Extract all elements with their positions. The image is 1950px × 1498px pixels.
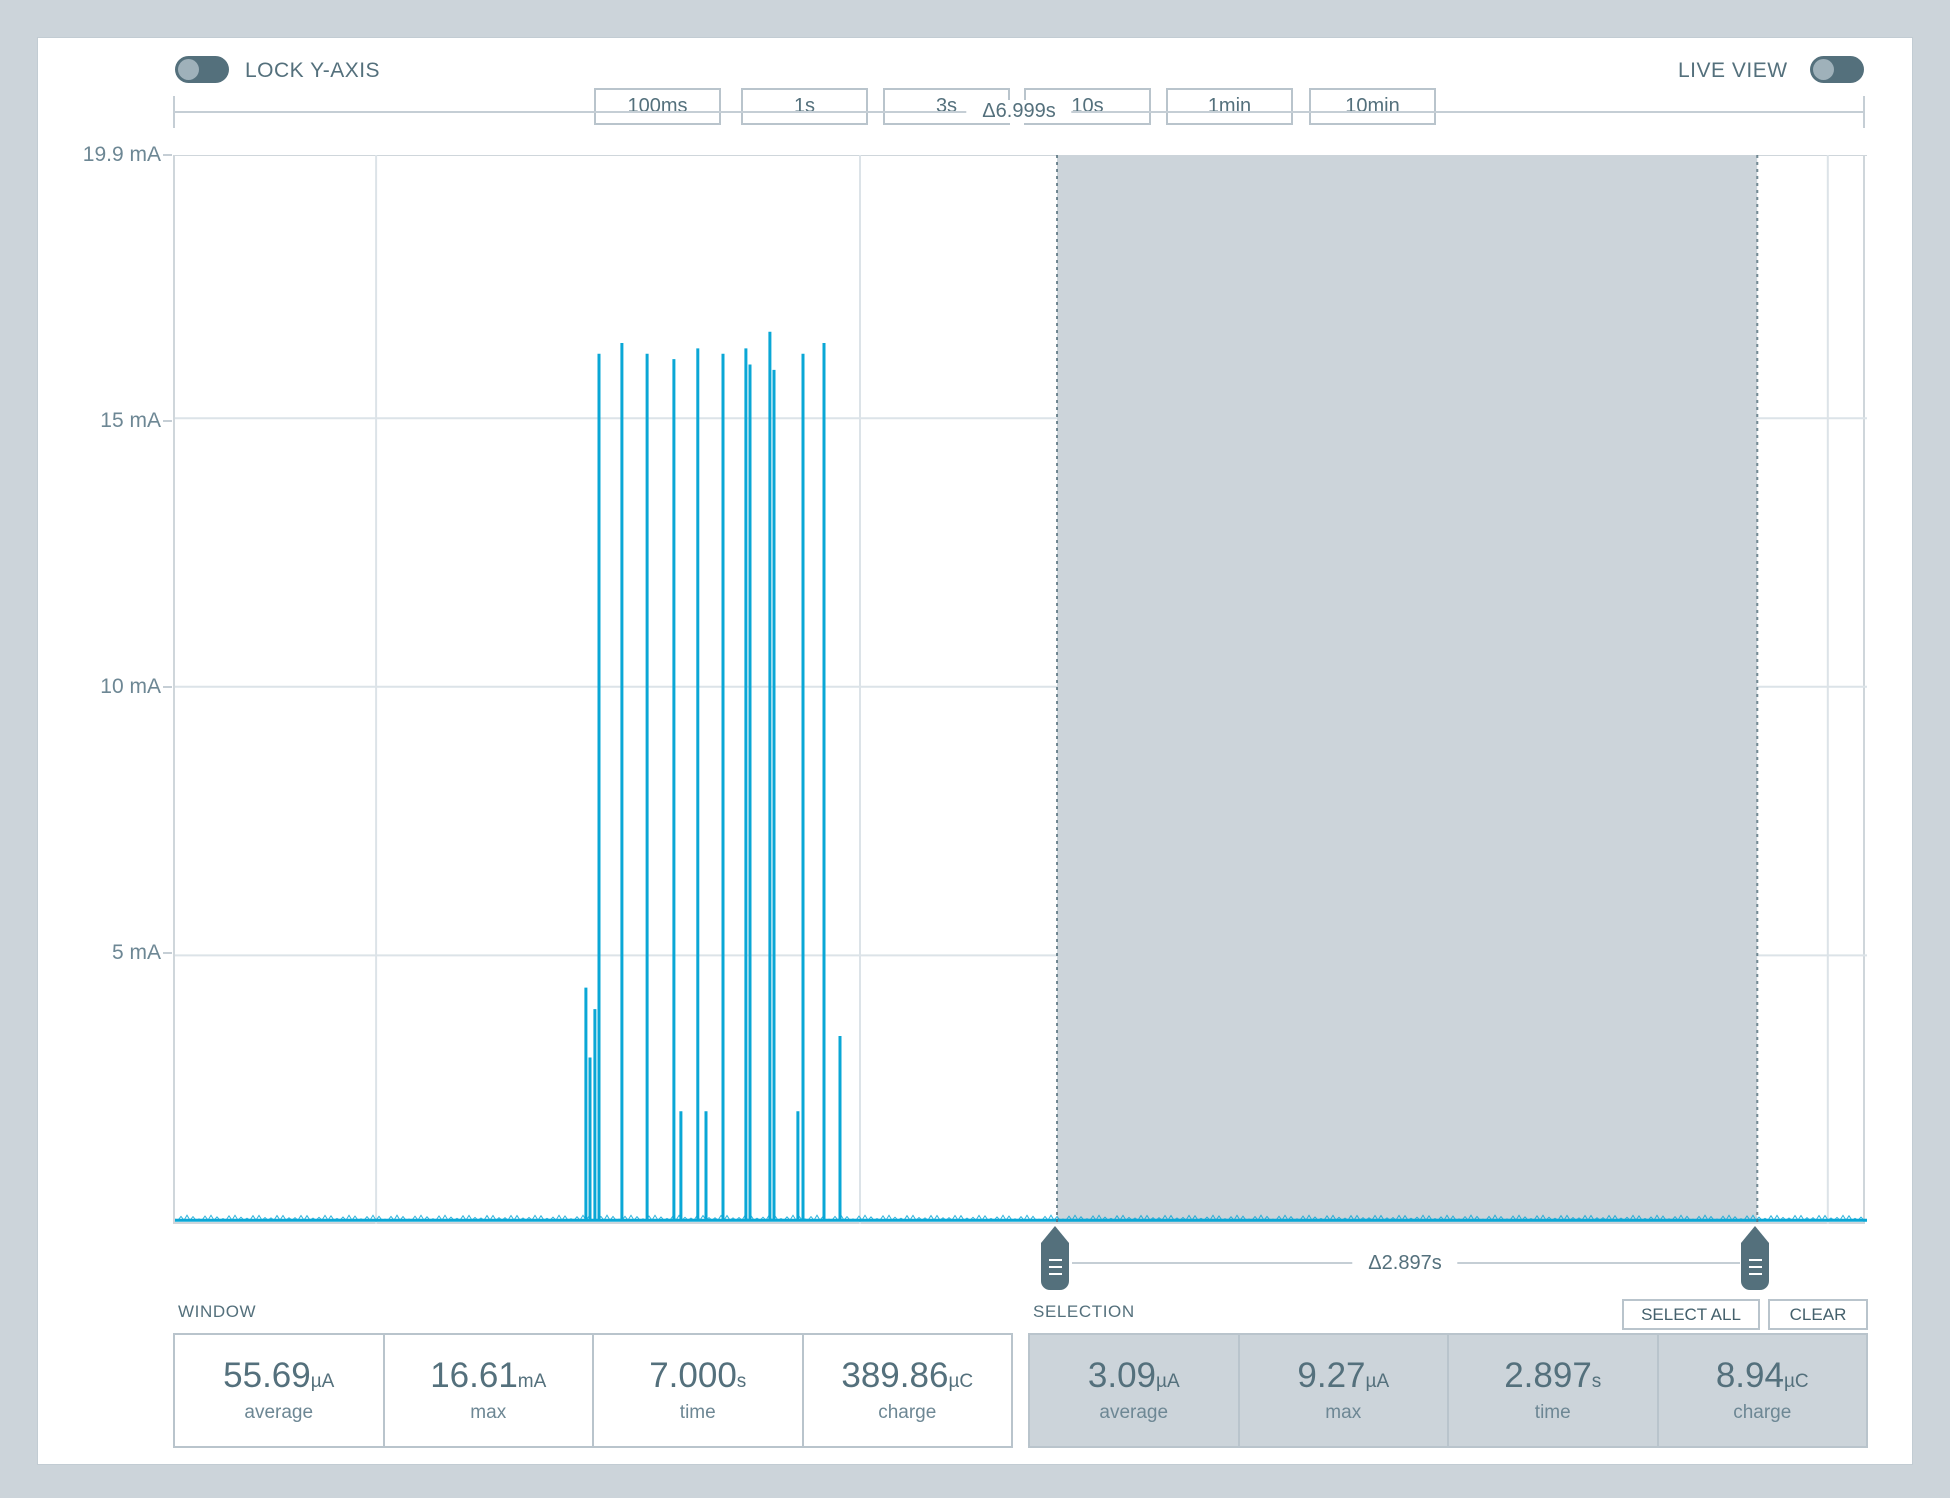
live-view-toggle[interactable] <box>1810 56 1864 83</box>
y-axis-tick <box>163 420 172 422</box>
timespan-button-100ms[interactable]: 100ms <box>594 88 721 125</box>
toggle-knob-icon <box>1813 59 1834 80</box>
handle-grip-icon <box>1741 1243 1769 1290</box>
stat-value: 55.69 <box>223 1355 311 1395</box>
y-axis-label-10: 10 mA <box>100 675 161 698</box>
window-stats-group: 55.69µA average 16.61mA max 7.000s time … <box>173 1333 1013 1448</box>
ruler-tick-right <box>1863 96 1865 128</box>
stat-caption: charge <box>878 1401 937 1423</box>
window-stats-title: WINDOW <box>178 1302 257 1321</box>
live-view-label: LIVE VIEW <box>1678 59 1788 82</box>
stat-value: 16.61 <box>430 1355 518 1395</box>
y-axis-label-5: 5 mA <box>111 941 161 964</box>
y-axis-tick <box>163 154 172 156</box>
timespan-button-1min[interactable]: 1min <box>1166 88 1293 125</box>
y-axis-label-15: 15 mA <box>100 409 161 432</box>
window-charge-stat: 389.86µC charge <box>804 1335 1012 1446</box>
stat-unit: µA <box>1156 1370 1180 1392</box>
stat-unit: s <box>736 1370 747 1392</box>
stat-caption: time <box>679 1401 716 1423</box>
stat-value: 3.09 <box>1087 1355 1156 1395</box>
selection-stats-group: 3.09µA average 9.27µA max 2.897s time 8.… <box>1028 1333 1868 1448</box>
timespan-button-1s[interactable]: 1s <box>741 88 868 125</box>
ruler-tick-left <box>173 96 175 128</box>
selection-stats-title: SELECTION <box>1033 1302 1135 1321</box>
stat-unit: µA <box>1365 1370 1390 1392</box>
toggle-knob-icon <box>178 59 199 80</box>
window-delta-label: Δ6.999s <box>966 100 1072 123</box>
stat-value: 389.86 <box>841 1355 949 1395</box>
selection-average-stat: 3.09µA average <box>1030 1335 1240 1446</box>
selection-end-handle[interactable] <box>1741 1226 1769 1290</box>
selection-max-stat: 9.27µA max <box>1240 1335 1449 1446</box>
stat-caption: max <box>470 1401 507 1423</box>
stat-value: 7.000 <box>649 1355 737 1395</box>
stat-caption: average <box>1099 1401 1169 1423</box>
window-average-stat: 55.69µA average <box>175 1335 385 1446</box>
stat-caption: time <box>1534 1401 1571 1423</box>
stat-unit: µA <box>310 1370 335 1392</box>
selection-charge-stat: 8.94µC charge <box>1659 1335 1867 1446</box>
current-chart-area[interactable] <box>173 155 1867 1224</box>
current-chart-svg <box>175 155 1867 1224</box>
stat-unit: µC <box>948 1370 974 1392</box>
stat-value: 2.897 <box>1504 1355 1592 1395</box>
lock-y-axis-label: LOCK Y-AXIS <box>245 59 381 82</box>
lock-y-axis-toggle[interactable] <box>175 56 229 83</box>
selection-time-stat: 2.897s time <box>1449 1335 1659 1446</box>
select-all-button[interactable]: SELECT ALL <box>1622 1299 1760 1330</box>
clear-button[interactable]: CLEAR <box>1768 1299 1868 1330</box>
stat-unit: µC <box>1783 1370 1809 1392</box>
stat-caption: average <box>244 1401 314 1423</box>
handle-grip-icon <box>1041 1243 1069 1290</box>
stat-value: 9.27 <box>1297 1355 1366 1395</box>
handle-point-icon <box>1041 1226 1069 1243</box>
y-axis-tick <box>163 952 172 954</box>
y-axis-tick <box>163 686 172 688</box>
window-time-stat: 7.000s time <box>594 1335 804 1446</box>
stat-caption: charge <box>1733 1401 1792 1423</box>
handle-point-icon <box>1741 1226 1769 1243</box>
selection-start-handle[interactable] <box>1041 1226 1069 1290</box>
y-axis-label-19-9: 19.9 mA <box>82 143 161 166</box>
stat-unit: mA <box>517 1370 547 1392</box>
stat-unit: s <box>1591 1370 1602 1392</box>
window-max-stat: 16.61mA max <box>385 1335 594 1446</box>
selection-delta-label: Δ2.897s <box>1352 1252 1458 1275</box>
stat-value: 8.94 <box>1715 1355 1784 1395</box>
stat-caption: max <box>1325 1401 1362 1423</box>
timespan-button-10min[interactable]: 10min <box>1309 88 1436 125</box>
